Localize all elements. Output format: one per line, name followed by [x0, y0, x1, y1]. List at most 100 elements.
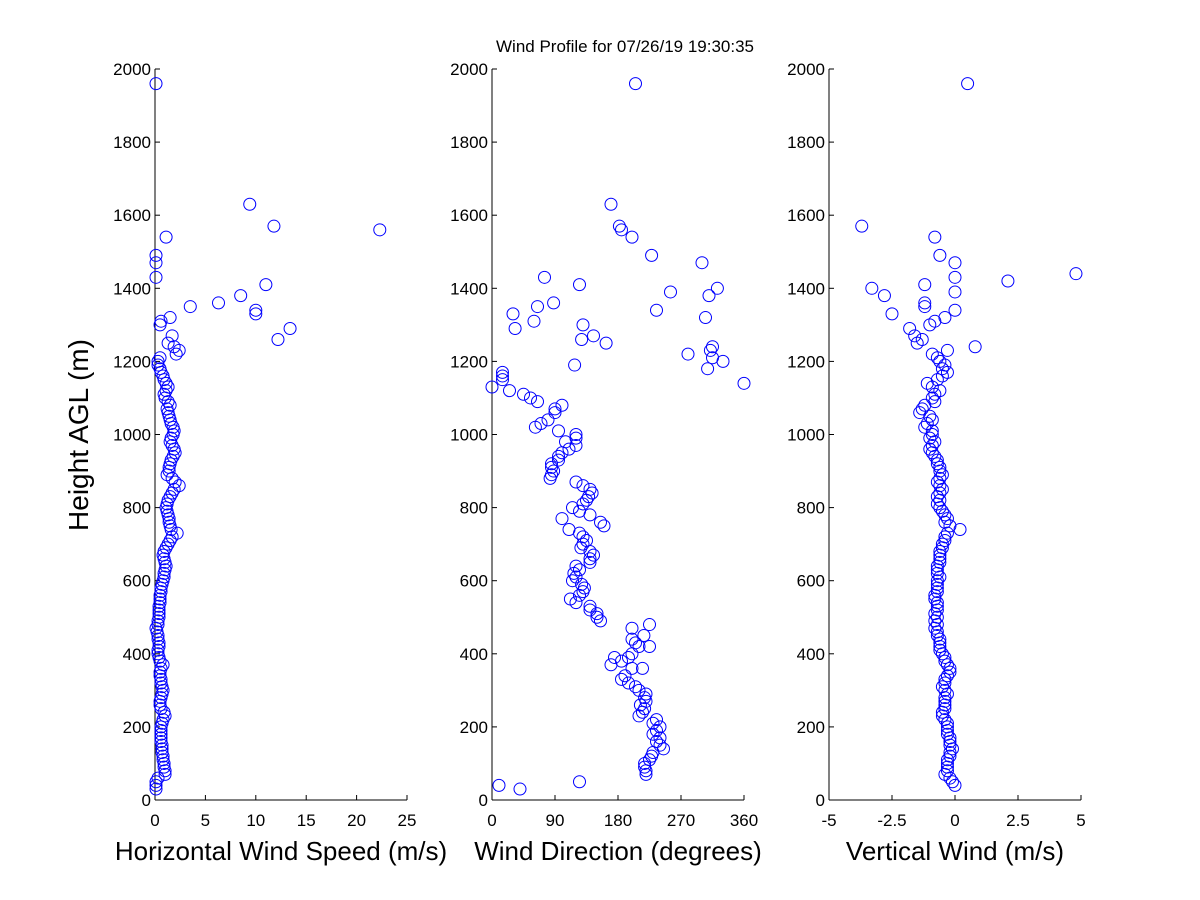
- data-point: [576, 318, 590, 332]
- data-point: [583, 552, 597, 566]
- data-point: [702, 289, 716, 303]
- data-point: [945, 742, 959, 756]
- data-point: [569, 428, 583, 441]
- x-tick-label: -2.5: [877, 811, 906, 830]
- data-point: [154, 672, 168, 686]
- data-point: [583, 555, 597, 569]
- data-point: [234, 289, 248, 303]
- data-point: [573, 526, 586, 540]
- data-point: [935, 705, 949, 719]
- data-point: [930, 599, 944, 613]
- y-tick-label: 1400: [450, 279, 488, 298]
- data-point: [508, 322, 522, 336]
- data-point: [629, 77, 642, 91]
- data-point: [154, 365, 168, 379]
- data-point: [938, 654, 952, 668]
- data-point: [625, 230, 639, 244]
- data-point: [154, 702, 168, 716]
- data-point: [943, 771, 957, 785]
- y-tick-label: 1800: [787, 133, 825, 152]
- panel-wind-direction: 0 200 400 600 800 1000 1200 1400 1600 1800 2000 0 90…: [450, 60, 762, 866]
- data-point: [650, 735, 663, 749]
- data-point: [933, 471, 947, 485]
- y-tick-label: 1400: [113, 279, 151, 298]
- data-point: [573, 278, 586, 292]
- y-tick-label: 1200: [113, 352, 151, 371]
- data-point: [943, 738, 957, 752]
- data-point: [643, 618, 656, 632]
- data-point: [569, 559, 583, 573]
- data-point: [918, 296, 932, 310]
- y-tick-label: 400: [123, 645, 151, 664]
- data-point: [594, 515, 607, 529]
- data-point: [938, 702, 952, 716]
- data-point: [587, 329, 600, 343]
- data-point: [948, 778, 962, 792]
- x-tick-label: 25: [398, 811, 417, 830]
- data-point: [943, 665, 957, 679]
- y-tick-label: 1600: [787, 206, 825, 225]
- data-point: [948, 285, 962, 299]
- data-point: [636, 661, 649, 675]
- data-point: [153, 592, 167, 606]
- data-point: [938, 691, 952, 705]
- data-point: [948, 270, 962, 284]
- data-point: [632, 709, 646, 723]
- data-point: [599, 336, 613, 350]
- data-point: [625, 661, 639, 675]
- data-point: [157, 756, 171, 770]
- data-point: [935, 709, 949, 723]
- data-point: [625, 632, 639, 646]
- data-point: [923, 318, 937, 332]
- data-point: [283, 322, 297, 336]
- data-point: [636, 705, 649, 719]
- data-point: [925, 391, 939, 405]
- data-point: [604, 658, 618, 672]
- data-point: [267, 219, 281, 233]
- x-tick-label: 90: [546, 811, 565, 830]
- data-point: [506, 307, 520, 321]
- data-point: [940, 343, 954, 357]
- data-point: [608, 650, 621, 664]
- data-point: [930, 610, 944, 624]
- data-point: [645, 749, 659, 763]
- data-point: [583, 508, 597, 522]
- data-point: [154, 720, 168, 734]
- data-point: [569, 596, 583, 610]
- data-point: [928, 607, 942, 621]
- data-point: [149, 256, 163, 270]
- data-point: [583, 544, 597, 558]
- data-point: [918, 420, 932, 434]
- data-point: [576, 585, 590, 599]
- data-point: [594, 614, 607, 628]
- y-tick-label: 1600: [450, 206, 488, 225]
- data-point: [580, 493, 593, 507]
- data-point: [710, 281, 724, 295]
- y-tick-label: 400: [797, 645, 825, 664]
- data-point: [583, 603, 597, 617]
- data-point: [622, 650, 635, 664]
- data-point: [151, 618, 165, 632]
- data-point: [503, 384, 516, 398]
- data-point: [615, 672, 628, 686]
- data-point: [153, 318, 167, 332]
- data-point: [159, 541, 173, 555]
- data-point: [938, 650, 952, 664]
- data-point: [543, 471, 557, 485]
- data-point: [149, 270, 163, 284]
- data-point: [633, 698, 647, 712]
- data-point: [517, 387, 530, 401]
- x-tick-label: 270: [667, 811, 695, 830]
- data-point: [940, 526, 954, 540]
- data-point: [938, 508, 952, 522]
- data-point: [948, 256, 962, 270]
- data-point: [152, 607, 166, 621]
- data-point: [637, 629, 651, 643]
- data-point: [938, 713, 952, 727]
- data-point: [531, 300, 544, 314]
- data-point: [706, 340, 719, 354]
- data-point: [157, 373, 171, 387]
- data-point: [149, 778, 163, 792]
- data-point: [920, 417, 934, 431]
- x-axis-label: Vertical Wind (m/s): [846, 836, 1064, 866]
